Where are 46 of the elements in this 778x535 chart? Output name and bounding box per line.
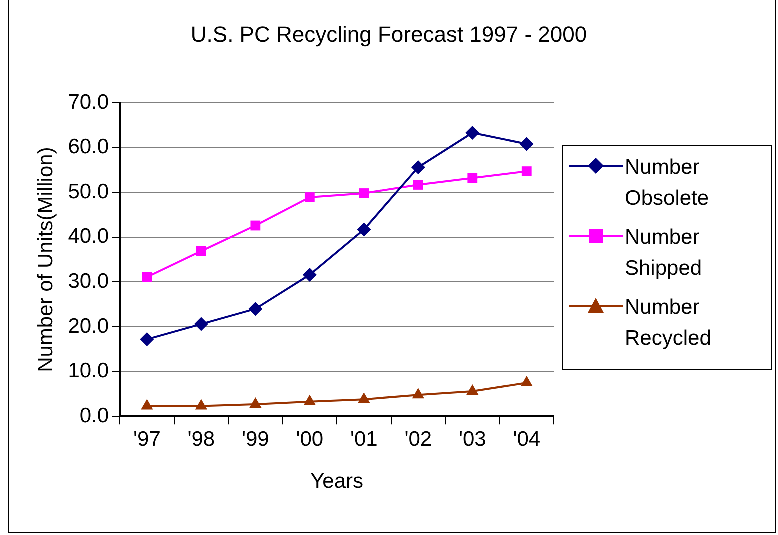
- point: [413, 180, 424, 190]
- y-tick-label: 20.0: [68, 314, 110, 338]
- point: [358, 392, 370, 404]
- point: [140, 332, 154, 347]
- x-tick-label: '00: [296, 428, 324, 451]
- x-tick-label: '03: [458, 428, 486, 451]
- point: [520, 376, 533, 386]
- y-tick-label: 60.0: [68, 136, 110, 159]
- point: [357, 222, 372, 237]
- point: [466, 384, 479, 396]
- point: [250, 398, 262, 408]
- legend-label: Number Shipped: [625, 225, 704, 282]
- point: [304, 192, 315, 202]
- point: [196, 246, 206, 256]
- point: [468, 173, 478, 184]
- point: [195, 399, 208, 410]
- x-tick-label: '99: [242, 428, 270, 451]
- x-tick-label: '04: [513, 428, 541, 451]
- point: [250, 220, 261, 231]
- point: [466, 126, 480, 140]
- point: [194, 317, 208, 332]
- point: [248, 302, 263, 316]
- point: [520, 137, 534, 152]
- point: [302, 268, 317, 282]
- point: [359, 188, 370, 198]
- x-tick-label: '98: [188, 428, 216, 451]
- y-tick-label: 10.0: [68, 360, 110, 383]
- x-tick-label: '02: [404, 428, 432, 451]
- y-tick-label: 70.0: [68, 90, 110, 114]
- legend-label: Number Obsolete: [625, 155, 710, 212]
- chart-title: U.S. PC Recycling Forecast 1997 - 2000: [190, 22, 588, 48]
- point: [142, 272, 152, 282]
- y-tick-label: 40.0: [68, 225, 110, 248]
- y-tick-label: 0.0: [80, 404, 110, 428]
- x-tick-label: '97: [134, 428, 161, 451]
- point: [522, 166, 532, 176]
- point: [304, 394, 316, 406]
- point: [141, 399, 154, 410]
- y-tick-label: 50.0: [68, 180, 110, 204]
- y-axis-title: Number of Units(Million): [34, 147, 58, 372]
- point: [412, 388, 424, 399]
- x-axis-title: Years: [310, 470, 364, 494]
- y-tick-label: 30.0: [68, 270, 110, 293]
- x-tick-label: '01: [350, 428, 378, 451]
- point: [411, 160, 426, 175]
- legend-label: Number Recycled: [625, 295, 712, 352]
